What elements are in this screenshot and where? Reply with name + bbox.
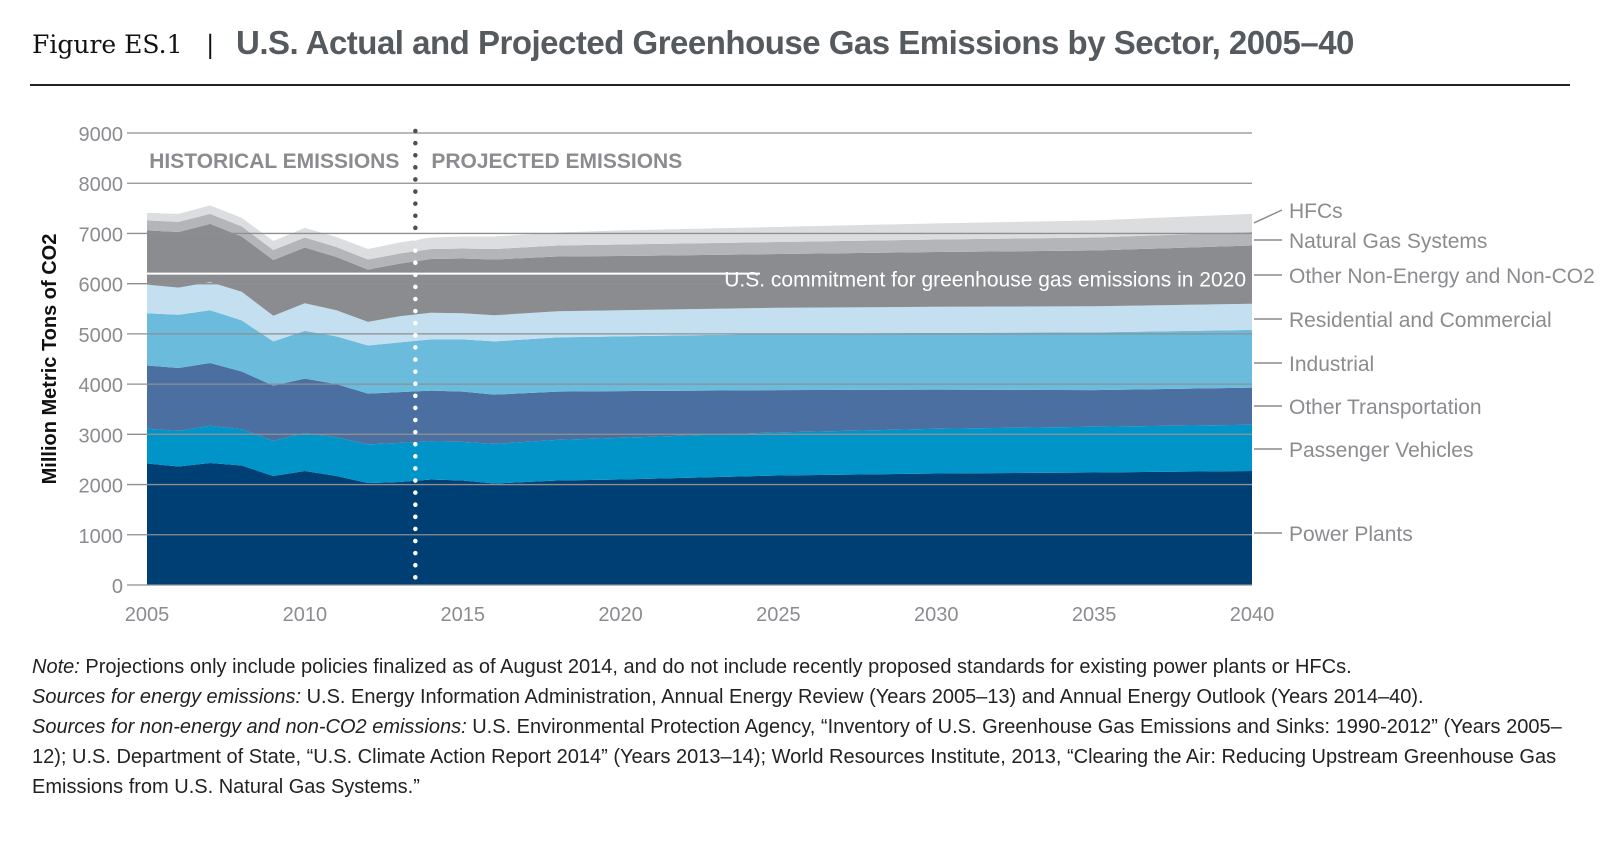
figure-label: Figure ES.1 — [32, 30, 183, 59]
y-tick-label: 8000 — [79, 174, 124, 196]
y-tick-label: 2000 — [79, 476, 124, 498]
x-tick-label: 2025 — [756, 604, 801, 626]
note-text: Projections only include policies finali… — [79, 656, 1352, 678]
legend-label-passenger-vehicles: Passenger Vehicles — [1289, 439, 1473, 462]
historical-region-label: HISTORICAL EMISSIONS — [149, 150, 399, 173]
x-tick-label: 2005 — [125, 604, 170, 626]
commitment-label: U.S. commitment for greenhouse gas emiss… — [724, 269, 1246, 292]
legend-label-hfcs: HFCs — [1289, 200, 1343, 223]
x-tick-label: 2040 — [1230, 604, 1275, 626]
area-hfcs — [147, 205, 1252, 260]
legend-label-other-non-energy-and-non-co2: Other Non-Energy and Non-CO2 — [1289, 265, 1595, 288]
x-tick-label: 2015 — [440, 604, 485, 626]
nonenergy-sources-text: U.S. Environmental Protection Agency, “I… — [32, 716, 1562, 798]
area-residential-and-commercial — [147, 282, 1252, 346]
y-tick-label: 0 — [112, 576, 123, 598]
legend-label-residential-and-commercial: Residential and Commercial — [1289, 309, 1552, 332]
figure-title: U.S. Actual and Projected Greenhouse Gas… — [236, 24, 1354, 61]
energy-sources-label: Sources for energy emissions: — [32, 686, 302, 708]
legend-label-natural-gas-systems: Natural Gas Systems — [1289, 230, 1487, 253]
x-tick-label: 2020 — [598, 604, 643, 626]
legend-label-industrial: Industrial — [1289, 353, 1374, 376]
projected-region-label: PROJECTED EMISSIONS — [431, 150, 682, 173]
legend-label-power-plants: Power Plants — [1289, 523, 1413, 546]
area-power-plants — [147, 462, 1252, 585]
legend-label-other-transportation: Other Transportation — [1289, 396, 1482, 419]
area-industrial — [147, 310, 1252, 395]
legend-leader-hfcs — [1253, 209, 1283, 224]
y-tick-label: 4000 — [79, 375, 124, 397]
x-tick-label: 2035 — [1072, 604, 1117, 626]
chart-notes: Note: Projections only include policies … — [32, 652, 1572, 802]
energy-sources-text: U.S. Energy Information Administration, … — [301, 686, 1424, 708]
emissions-area-chart: 0 1000 2000 3000 4000 5000 6000 7000 8000 9000 200… — [39, 124, 1595, 626]
nonenergy-sources-line: Sources for non-energy and non-CO2 emiss… — [32, 712, 1572, 802]
nonenergy-sources-label: Sources for non-energy and non-CO2 emiss… — [32, 716, 467, 738]
area-passenger-vehicles — [147, 424, 1252, 484]
note-line: Note: Projections only include policies … — [32, 652, 1572, 682]
y-axis-label: Million Metric Tons of CO2 — [39, 234, 61, 485]
energy-sources-line: Sources for energy emissions: U.S. Energ… — [32, 682, 1572, 712]
y-tick-label: 5000 — [79, 325, 124, 347]
figure-header: Figure ES.1 | U.S. Actual and Projected … — [30, 18, 1570, 86]
area-natural-gas-systems — [147, 213, 1252, 270]
x-tick-label: 2030 — [914, 604, 959, 626]
y-tick-label: 6000 — [79, 275, 124, 297]
y-tick-label: 3000 — [79, 425, 124, 447]
note-label: Note: — [32, 656, 80, 678]
y-tick-label: 1000 — [79, 526, 124, 548]
area-other-transportation — [147, 363, 1252, 445]
y-tick-label: 7000 — [79, 224, 124, 246]
y-tick-label: 9000 — [79, 124, 124, 146]
x-tick-label: 2010 — [283, 604, 328, 626]
figure-separator: | — [206, 30, 215, 59]
